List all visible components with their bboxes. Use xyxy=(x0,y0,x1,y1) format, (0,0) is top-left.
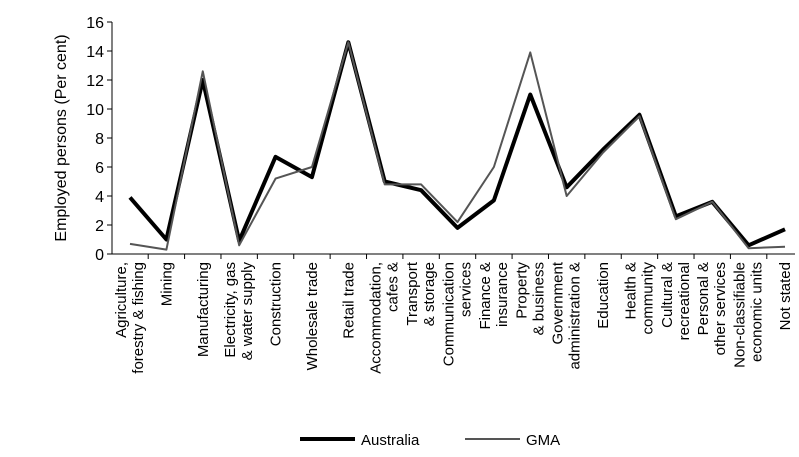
x-tick-label: Government administration & xyxy=(550,261,584,374)
y-tick-label: 12 xyxy=(86,73,104,90)
legend-label: GMA xyxy=(526,432,560,449)
x-tick-label: Communication services xyxy=(441,262,475,366)
x-tick-label: Manufacturing xyxy=(195,262,212,357)
x-tick-label: Not stated xyxy=(777,262,794,330)
x-tick-label: Personal & other services xyxy=(695,262,729,360)
y-tick-label: 14 xyxy=(86,44,104,61)
x-tick-label: Accommodation, cafes & xyxy=(368,262,402,374)
x-tick-label: Cultural & recreational xyxy=(659,262,693,345)
x-tick-label: Finance & insurance xyxy=(477,262,511,331)
x-tick-label: Mining xyxy=(158,262,175,306)
x-tick-label: Electricity, gas & water supply xyxy=(222,262,256,365)
x-tick-label: Property & business xyxy=(513,262,547,340)
y-tick-label: 8 xyxy=(95,131,104,148)
y-axis-title: Employed persons (Per cent) xyxy=(53,34,70,241)
x-tick-label: Health & community xyxy=(622,262,656,339)
x-tick-label: Transport & storage xyxy=(404,261,438,330)
legend-label: Australia xyxy=(361,432,420,449)
x-tick-label: Retail trade xyxy=(340,262,357,339)
x-tick-label: Education xyxy=(595,262,612,329)
y-tick-label: 4 xyxy=(95,189,104,206)
y-tick-label: 16 xyxy=(86,15,104,32)
x-tick-label: Agriculture, forestry & fishing xyxy=(113,262,147,378)
y-tick-label: 10 xyxy=(86,102,104,119)
x-tick-label: Non-classifiable economic units xyxy=(732,262,766,368)
x-tick-label: Construction xyxy=(268,262,285,346)
x-tick-label: Wholesale trade xyxy=(304,262,321,370)
series-line xyxy=(129,41,786,251)
y-tick-label: 0 xyxy=(95,247,104,264)
y-tick-label: 6 xyxy=(95,160,104,177)
y-tick-label: 2 xyxy=(95,218,104,235)
